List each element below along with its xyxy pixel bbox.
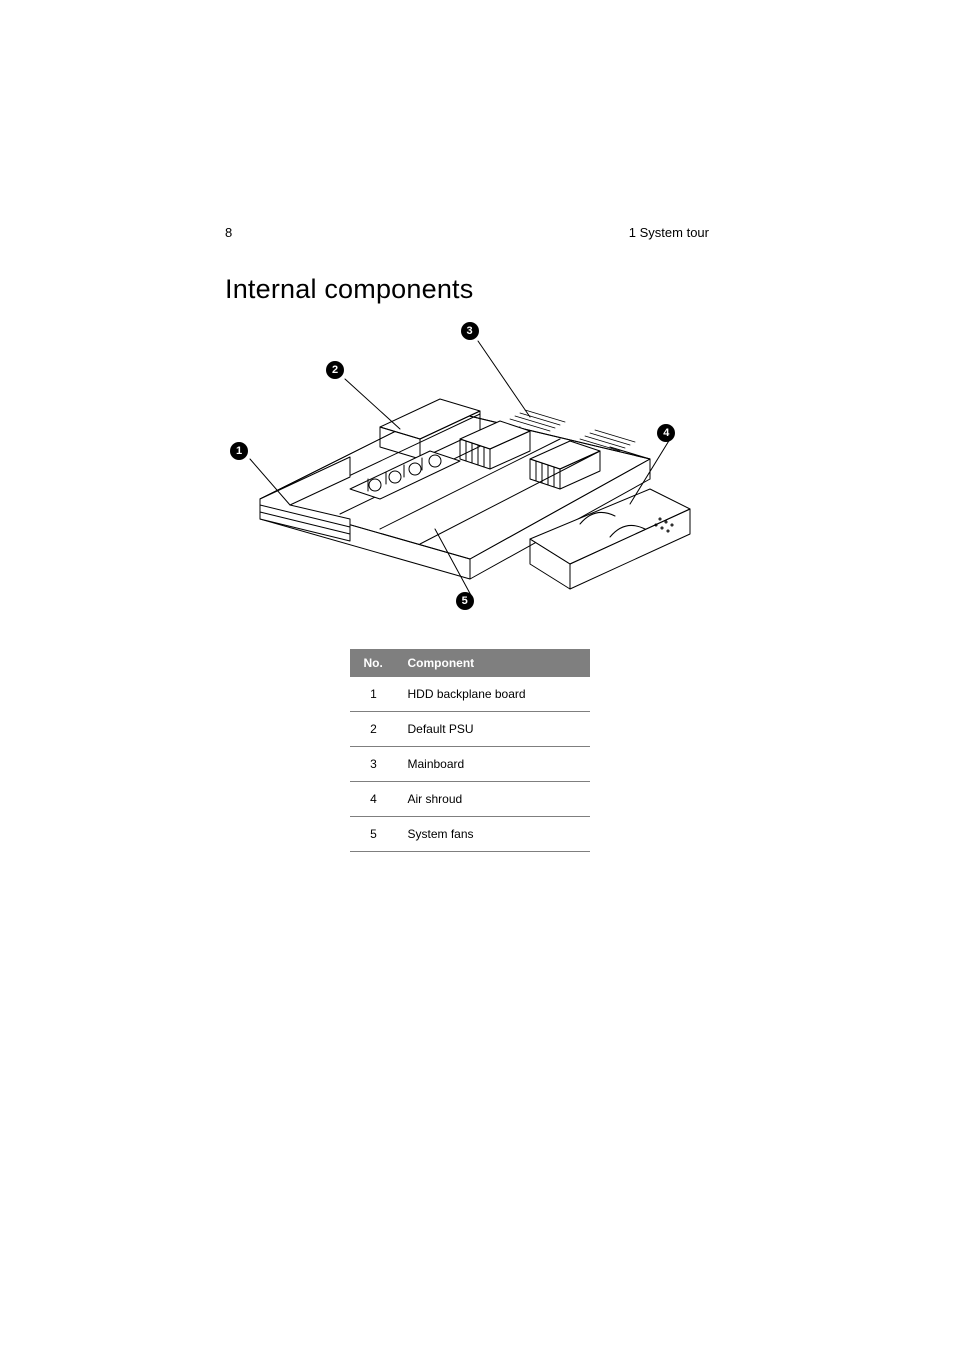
component-table: No. Component 1 HDD backplane board 2 De… <box>350 649 590 852</box>
cell-component: System fans <box>398 817 590 852</box>
table-row: 2 Default PSU <box>350 712 590 747</box>
page-number: 8 <box>225 225 232 240</box>
page-title: Internal components <box>225 274 714 305</box>
cell-no: 2 <box>350 712 398 747</box>
component-table-body: 1 HDD backplane board 2 Default PSU 3 Ma… <box>350 677 590 852</box>
server-illustration-svg <box>230 319 710 619</box>
internal-components-diagram: 1 2 3 4 5 <box>230 319 710 619</box>
col-header-no: No. <box>350 650 398 677</box>
callout-bubble-5: 5 <box>456 592 474 610</box>
table-row: 1 HDD backplane board <box>350 677 590 712</box>
cell-no: 3 <box>350 747 398 782</box>
cell-no: 4 <box>350 782 398 817</box>
table-row: 4 Air shroud <box>350 782 590 817</box>
cell-component: Mainboard <box>398 747 590 782</box>
cell-no: 5 <box>350 817 398 852</box>
page-header: 8 1 System tour <box>225 225 714 240</box>
cell-component: Default PSU <box>398 712 590 747</box>
callout-bubble-4: 4 <box>657 424 675 442</box>
cell-no: 1 <box>350 677 398 712</box>
cell-component: Air shroud <box>398 782 590 817</box>
callout-bubble-3: 3 <box>461 322 479 340</box>
section-label: 1 System tour <box>629 225 709 240</box>
table-row: 3 Mainboard <box>350 747 590 782</box>
table-header-row: No. Component <box>350 650 590 677</box>
callout-bubble-1: 1 <box>230 442 248 460</box>
page: 8 1 System tour Internal components <box>0 0 954 1350</box>
cell-component: HDD backplane board <box>398 677 590 712</box>
col-header-component: Component <box>398 650 590 677</box>
callout-bubble-2: 2 <box>326 361 344 379</box>
table-row: 5 System fans <box>350 817 590 852</box>
